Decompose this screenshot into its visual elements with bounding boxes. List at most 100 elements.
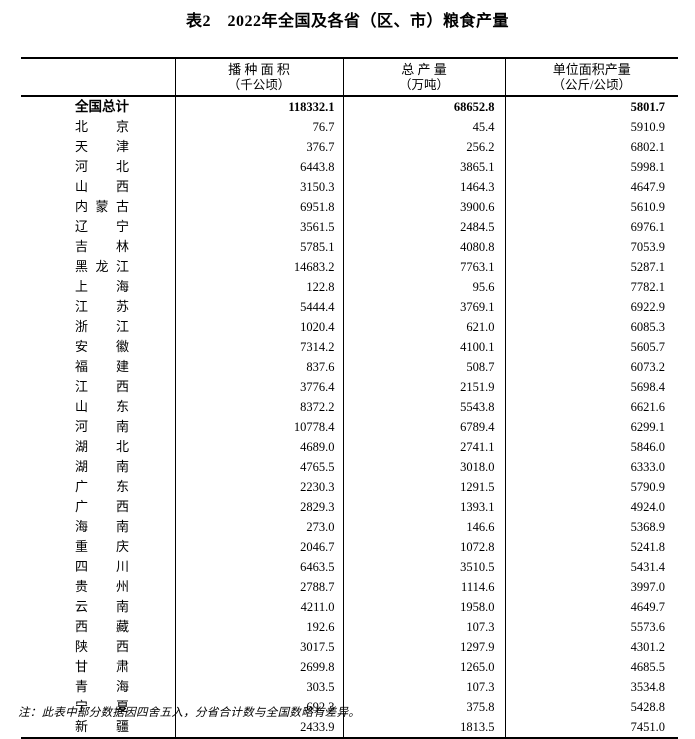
region-name: 辽宁 (75, 219, 129, 234)
total-output-value: 3900.6 (342, 197, 505, 217)
total-output-value: 1114.6 (342, 577, 505, 597)
region-name: 湖北 (75, 439, 129, 454)
region-cell: 山西 (21, 177, 175, 197)
total-output-value: 1072.8 (342, 537, 505, 557)
table-row: 湖北 4689.0 2741.1 5846.0 (21, 437, 678, 457)
sown-area-value: 2829.3 (174, 497, 343, 517)
table-row: 广东 2230.3 1291.5 5790.9 (21, 477, 678, 497)
yield-value: 6621.6 (504, 397, 678, 417)
region-cell: 吉林 (21, 237, 175, 257)
region-cell: 安徽 (21, 337, 175, 357)
table-row: 甘肃 2699.8 1265.0 4685.5 (21, 657, 678, 677)
region-cell: 江西 (21, 377, 175, 397)
sown-area-value: 376.7 (174, 137, 343, 157)
sown-area-value: 6443.8 (174, 157, 343, 177)
region-name: 宁夏 (75, 699, 129, 714)
yield-value: 4647.9 (504, 177, 678, 197)
yield-value: 6922.9 (504, 297, 678, 317)
table-row: 青海 303.5 107.3 3534.8 (21, 677, 678, 697)
yield-value: 3997.0 (504, 577, 678, 597)
yield-value: 4649.7 (504, 597, 678, 617)
table-header: 播 种 面 积 （千公顷） 总 产 量 （万吨） 单位面积产量 （公斤/公顷） (21, 58, 678, 97)
region-name: 贵州 (75, 579, 129, 594)
yield-value: 5368.9 (504, 517, 678, 537)
table-row: 山西 3150.3 1464.3 4647.9 (21, 177, 678, 197)
region-cell: 河南 (21, 417, 175, 437)
total-output-value: 4100.1 (342, 337, 505, 357)
region-name: 内蒙古 (75, 199, 129, 214)
total-output-value: 4080.8 (342, 237, 505, 257)
region-name: 上海 (75, 279, 129, 294)
total-output-value: 6789.4 (342, 417, 505, 437)
region-cell: 新疆 (21, 717, 175, 738)
region-cell: 北京 (21, 117, 175, 137)
region-name: 江西 (75, 379, 129, 394)
table-row: 河北 6443.8 3865.1 5998.1 (21, 157, 678, 177)
sown-area-value: 2433.9 (174, 717, 343, 738)
header-sown-area: 播 种 面 积 （千公顷） (174, 58, 343, 97)
total-output-value: 3510.5 (342, 557, 505, 577)
region-cell: 宁夏 (21, 697, 175, 717)
sown-area-value: 3776.4 (174, 377, 343, 397)
yield-value: 6299.1 (504, 417, 678, 437)
table-row: 河南 10778.4 6789.4 6299.1 (21, 417, 678, 437)
total-output-value: 95.6 (342, 277, 505, 297)
sown-area-value: 8372.2 (174, 397, 343, 417)
table-row: 浙江 1020.4 621.0 6085.3 (21, 317, 678, 337)
table-row: 陕西 3017.5 1297.9 4301.2 (21, 637, 678, 657)
total-output-value: 1297.9 (342, 637, 505, 657)
header-sown-area-unit: （千公顷） (227, 78, 291, 92)
header-yield-label: 单位面积产量 (552, 62, 631, 77)
table-row: 湖南 4765.5 3018.0 6333.0 (21, 457, 678, 477)
sown-area-value: 3150.3 (174, 177, 343, 197)
total-output-value: 3769.1 (342, 297, 505, 317)
region-cell: 青海 (21, 677, 175, 697)
page-title: 表2 2022年全国及各省（区、市）粮食产量 (185, 13, 509, 30)
region-cell: 河北 (21, 157, 175, 177)
yield-value: 4685.5 (504, 657, 678, 677)
sown-area-value: 2788.7 (174, 577, 343, 597)
yield-value: 6085.3 (504, 317, 678, 337)
region-cell: 陕西 (21, 637, 175, 657)
sown-area-value: 1020.4 (174, 317, 343, 337)
total-output-value: 3865.1 (342, 157, 505, 177)
sown-area-value: 692.3 (174, 697, 343, 717)
yield-value: 4924.0 (504, 497, 678, 517)
yield-value: 5573.6 (504, 617, 678, 637)
total-output-value: 3018.0 (342, 457, 505, 477)
header-total-output-unit: （万吨） (398, 78, 449, 92)
total-output-value: 146.6 (342, 517, 505, 537)
region-name: 山东 (75, 399, 129, 414)
region-name: 海南 (75, 519, 129, 534)
header-sown-area-label: 播 种 面 积 (228, 62, 290, 77)
region-cell: 浙江 (21, 317, 175, 337)
yield-value: 7053.9 (504, 237, 678, 257)
table-row: 山东 8372.2 5543.8 6621.6 (21, 397, 678, 417)
yield-value: 6073.2 (504, 357, 678, 377)
region-name: 福建 (75, 359, 129, 374)
region-name: 全国总计 (75, 99, 129, 114)
sown-area-value: 7314.2 (174, 337, 343, 357)
total-output-value: 256.2 (342, 137, 505, 157)
region-name: 西藏 (75, 619, 129, 634)
total-output-value: 1291.5 (342, 477, 505, 497)
header-yield: 单位面积产量 （公斤/公顷） (504, 58, 678, 97)
total-output-value: 107.3 (342, 617, 505, 637)
total-output-value: 1813.5 (342, 717, 505, 738)
yield-value: 7451.0 (504, 717, 678, 738)
table-row: 黑龙江 14683.2 7763.1 5287.1 (21, 257, 678, 277)
total-output-value: 68652.8 (342, 96, 505, 117)
yield-value: 7782.1 (504, 277, 678, 297)
table-row: 海南 273.0 146.6 5368.9 (21, 517, 678, 537)
header-total-output: 总 产 量 （万吨） (342, 58, 505, 97)
table-row: 四川 6463.5 3510.5 5431.4 (21, 557, 678, 577)
header-total-output-label: 总 产 量 (401, 62, 447, 77)
region-cell: 贵州 (21, 577, 175, 597)
grain-output-table: 播 种 面 积 （千公顷） 总 产 量 （万吨） 单位面积产量 （公斤/公顷） … (21, 57, 678, 739)
region-name: 天津 (75, 139, 129, 154)
table-row: 江西 3776.4 2151.9 5698.4 (21, 377, 678, 397)
header-yield-unit: （公斤/公顷） (552, 78, 631, 92)
footnote: 注：此表中部分数据因四舍五入，分省合计数与全国数略有差异。 (18, 707, 361, 719)
region-name: 河北 (75, 159, 129, 174)
region-cell: 山东 (21, 397, 175, 417)
